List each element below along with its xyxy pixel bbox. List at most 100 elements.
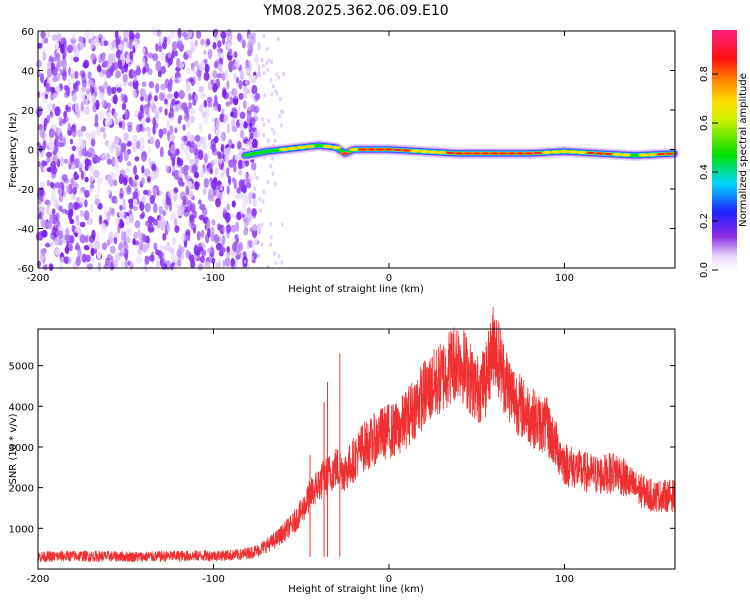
noise-blob: [147, 131, 152, 138]
noise-blob: [158, 128, 164, 139]
noise-blob: [266, 264, 270, 270]
noise-blob: [37, 42, 43, 49]
noise-blob: [132, 166, 137, 175]
noise-blob: [213, 158, 218, 164]
figure-title: YM08.2025.362.06.09.E10: [262, 3, 448, 19]
noise-blob: [110, 245, 116, 254]
noise-blob: [116, 87, 122, 93]
noise-blob: [200, 168, 205, 178]
noise-blob: [48, 140, 52, 149]
noise-blob: [88, 165, 93, 171]
noise-blob: [282, 71, 285, 77]
noise-blob: [224, 70, 229, 81]
noise-blob: [233, 163, 237, 173]
y-tick-label: 1000: [9, 524, 34, 535]
noise-blob: [193, 60, 199, 67]
noise-blob: [95, 156, 101, 163]
noise-blob: [200, 38, 205, 46]
noise-blob: [212, 83, 218, 93]
noise-blob: [244, 224, 247, 230]
noise-blob: [204, 63, 210, 73]
noise-blob: [244, 67, 251, 75]
noise-blob: [80, 142, 86, 150]
noise-blob: [239, 118, 244, 125]
noise-blob: [176, 40, 183, 49]
noise-blob: [247, 33, 252, 44]
noise-blob: [40, 31, 46, 39]
ridge-peak: [498, 152, 508, 155]
noise-blob: [63, 110, 68, 119]
noise-blob: [111, 173, 116, 181]
noise-blob: [160, 65, 166, 75]
noise-blob: [53, 227, 60, 238]
noise-blob: [162, 233, 167, 241]
noise-blob: [235, 193, 241, 199]
noise-blob: [141, 81, 147, 88]
noise-blob: [257, 70, 261, 78]
noise-blob: [131, 91, 137, 98]
noise-blob: [244, 229, 248, 234]
noise-blob: [212, 42, 217, 49]
noise-blob: [185, 120, 191, 128]
noise-blob: [221, 72, 226, 81]
noise-blob: [140, 95, 144, 102]
noise-blob: [45, 151, 53, 158]
noise-blob: [176, 208, 182, 217]
noise-blob: [159, 146, 164, 158]
ridge-peak: [489, 152, 499, 155]
spectrogram-marks: [35, 27, 680, 273]
noise-blob: [123, 174, 129, 184]
noise-blob: [75, 256, 81, 267]
noise-blob: [58, 194, 63, 203]
noise-blob: [178, 90, 185, 100]
noise-blob: [47, 30, 51, 38]
noise-blob: [266, 67, 270, 73]
noise-blob: [233, 51, 238, 59]
noise-blob: [65, 184, 72, 194]
noise-blob: [78, 190, 83, 196]
noise-blob: [128, 214, 134, 224]
noise-blob: [174, 50, 178, 57]
ridge-peak: [586, 151, 596, 155]
noise-blob: [129, 50, 134, 61]
noise-blob: [121, 102, 127, 111]
ridge-hotspot: [612, 152, 623, 156]
ridge-hotspot: [550, 150, 561, 154]
noise-blob: [113, 135, 120, 145]
noise-blob: [78, 197, 85, 205]
noise-blob: [125, 167, 130, 174]
noise-blob: [254, 54, 259, 64]
noise-blob: [139, 213, 144, 219]
noise-blob: [254, 115, 258, 121]
noise-blob: [87, 71, 92, 80]
noise-blob: [162, 210, 166, 217]
noise-blob: [178, 115, 183, 121]
noise-blob: [206, 247, 213, 254]
noise-blob: [81, 125, 87, 132]
noise-blob: [160, 83, 167, 91]
noise-blob: [103, 75, 108, 85]
noise-blob: [160, 259, 167, 270]
noise-blob: [104, 139, 110, 147]
noise-blob: [76, 158, 80, 165]
noise-blob: [174, 127, 178, 134]
noise-blob: [49, 214, 54, 225]
noise-blob: [106, 211, 111, 222]
noise-blob: [98, 85, 103, 92]
noise-blob: [141, 243, 148, 253]
noise-blob: [134, 240, 140, 246]
noise-blob: [208, 163, 213, 170]
noise-blob: [112, 94, 118, 105]
noise-blob: [77, 247, 82, 259]
ridge-peak: [516, 152, 526, 155]
noise-blob: [244, 173, 248, 178]
noise-blob: [90, 129, 96, 140]
noise-blob: [126, 121, 133, 128]
noise-blob: [254, 105, 260, 114]
noise-blob: [220, 172, 224, 178]
noise-blob: [65, 245, 70, 255]
noise-blob: [212, 106, 218, 112]
noise-blob: [101, 222, 107, 234]
noise-blob: [262, 122, 266, 127]
noise-blob: [117, 224, 121, 234]
